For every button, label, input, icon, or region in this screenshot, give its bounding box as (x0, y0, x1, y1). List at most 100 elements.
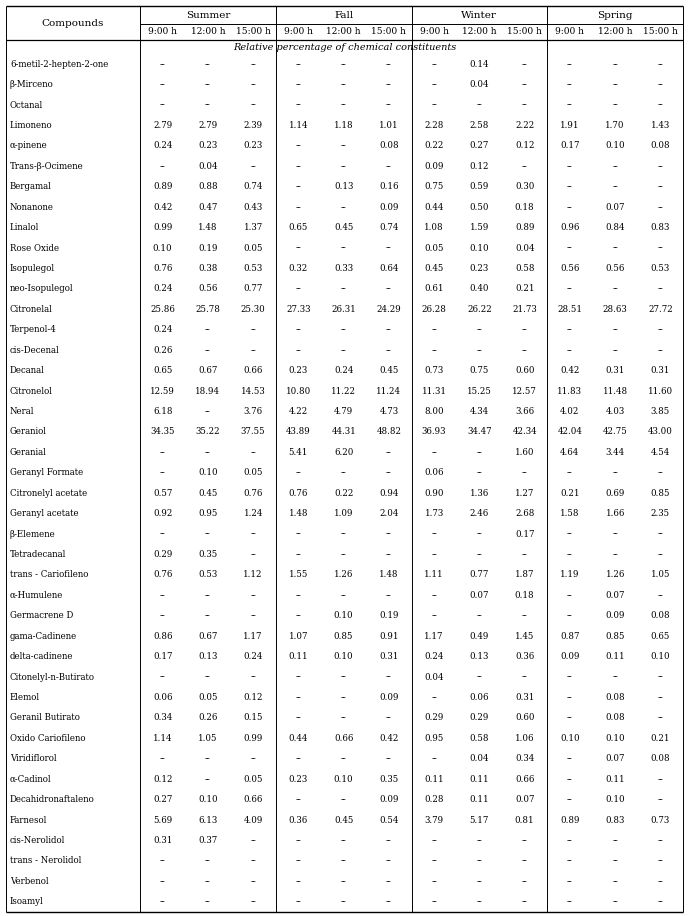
Text: --: -- (567, 468, 573, 477)
Text: Geranyl acetate: Geranyl acetate (10, 509, 79, 518)
Text: 21.73: 21.73 (512, 305, 537, 314)
Text: 0.21: 0.21 (560, 489, 579, 497)
Text: --: -- (567, 529, 573, 539)
Text: Decahidronaftaleno: Decahidronaftaleno (10, 795, 95, 804)
Text: 0.67: 0.67 (198, 366, 218, 376)
Text: --: -- (431, 693, 437, 702)
Text: 0.87: 0.87 (560, 632, 579, 640)
Text: 0.31: 0.31 (515, 693, 534, 702)
Text: --: -- (613, 529, 618, 539)
Text: --: -- (567, 325, 573, 334)
Text: Viridiflorol: Viridiflorol (10, 754, 56, 763)
Text: --: -- (296, 182, 301, 191)
Text: cis-Nerolidol: cis-Nerolidol (10, 836, 65, 845)
Text: 0.59: 0.59 (470, 182, 489, 191)
Text: 0.24: 0.24 (153, 141, 172, 150)
Text: 0.06: 0.06 (424, 468, 444, 477)
Text: Nonanone: Nonanone (10, 202, 54, 212)
Text: 0.04: 0.04 (424, 672, 444, 682)
Text: 0.04: 0.04 (515, 244, 535, 253)
Text: --: -- (522, 856, 528, 866)
Text: 0.54: 0.54 (379, 815, 398, 824)
Text: 0.45: 0.45 (424, 264, 444, 273)
Text: 11.22: 11.22 (331, 387, 356, 396)
Text: --: -- (613, 672, 618, 682)
Text: 1.48: 1.48 (379, 571, 399, 580)
Text: --: -- (567, 162, 573, 171)
Text: 0.85: 0.85 (606, 632, 625, 640)
Text: --: -- (341, 693, 347, 702)
Text: --: -- (567, 591, 573, 600)
Text: 0.47: 0.47 (198, 202, 218, 212)
Text: 0.10: 0.10 (560, 734, 579, 743)
Text: 28.51: 28.51 (557, 305, 582, 314)
Text: Citonelyl-n-Butirato: Citonelyl-n-Butirato (10, 672, 95, 682)
Text: 4.34: 4.34 (470, 407, 489, 416)
Text: --: -- (431, 345, 437, 354)
Text: 0.10: 0.10 (606, 734, 625, 743)
Text: 9:00 h: 9:00 h (284, 27, 313, 37)
Text: --: -- (431, 836, 437, 845)
Text: --: -- (296, 836, 301, 845)
Text: 0.89: 0.89 (153, 182, 172, 191)
Text: --: -- (250, 898, 256, 906)
Text: 25.78: 25.78 (196, 305, 220, 314)
Text: 0.24: 0.24 (243, 652, 263, 661)
Text: 0.53: 0.53 (650, 264, 670, 273)
Text: 0.10: 0.10 (470, 244, 489, 253)
Text: Geranil Butirato: Geranil Butirato (10, 714, 80, 723)
Text: Terpenol-4: Terpenol-4 (10, 325, 56, 334)
Text: 0.67: 0.67 (198, 632, 218, 640)
Text: 0.35: 0.35 (198, 550, 218, 559)
Text: --: -- (386, 448, 392, 457)
Text: --: -- (296, 550, 301, 559)
Text: --: -- (250, 550, 256, 559)
Text: --: -- (296, 714, 301, 723)
Text: 0.95: 0.95 (198, 509, 218, 518)
Text: 0.76: 0.76 (243, 489, 263, 497)
Text: --: -- (431, 856, 437, 866)
Text: 0.31: 0.31 (379, 652, 398, 661)
Text: 1.11: 1.11 (424, 571, 444, 580)
Text: 0.58: 0.58 (515, 264, 535, 273)
Text: 0.09: 0.09 (424, 162, 444, 171)
Text: 1.70: 1.70 (606, 121, 625, 130)
Text: 0.24: 0.24 (424, 652, 444, 661)
Text: Bergamal: Bergamal (10, 182, 52, 191)
Text: trans - Cariofileno: trans - Cariofileno (10, 571, 88, 580)
Text: --: -- (657, 898, 664, 906)
Text: 1.55: 1.55 (289, 571, 308, 580)
Text: 0.90: 0.90 (424, 489, 444, 497)
Text: 0.91: 0.91 (379, 632, 399, 640)
Text: --: -- (341, 325, 347, 334)
Text: Citronelal: Citronelal (10, 305, 53, 314)
Text: --: -- (205, 407, 211, 416)
Text: Citronelyl acetate: Citronelyl acetate (10, 489, 88, 497)
Text: 0.56: 0.56 (606, 264, 625, 273)
Text: Decanal: Decanal (10, 366, 45, 376)
Text: 0.61: 0.61 (424, 285, 444, 293)
Text: β-Mirceno: β-Mirceno (10, 80, 54, 89)
Text: 0.95: 0.95 (424, 734, 444, 743)
Text: 10.80: 10.80 (286, 387, 311, 396)
Text: 0.10: 0.10 (333, 652, 353, 661)
Text: 0.86: 0.86 (153, 632, 172, 640)
Text: --: -- (250, 101, 256, 110)
Text: --: -- (386, 591, 392, 600)
Text: 2.79: 2.79 (198, 121, 218, 130)
Text: --: -- (657, 101, 664, 110)
Text: --: -- (657, 795, 664, 804)
Text: 0.23: 0.23 (243, 141, 263, 150)
Text: --: -- (522, 162, 528, 171)
Text: 0.06: 0.06 (153, 693, 172, 702)
Text: 0.81: 0.81 (515, 815, 535, 824)
Text: 0.12: 0.12 (470, 162, 489, 171)
Text: --: -- (205, 80, 211, 89)
Text: 1.12: 1.12 (243, 571, 263, 580)
Text: 43.00: 43.00 (648, 428, 673, 436)
Text: 0.05: 0.05 (424, 244, 444, 253)
Text: --: -- (296, 325, 301, 334)
Text: --: -- (657, 162, 664, 171)
Text: 0.36: 0.36 (289, 815, 308, 824)
Text: --: -- (657, 285, 664, 293)
